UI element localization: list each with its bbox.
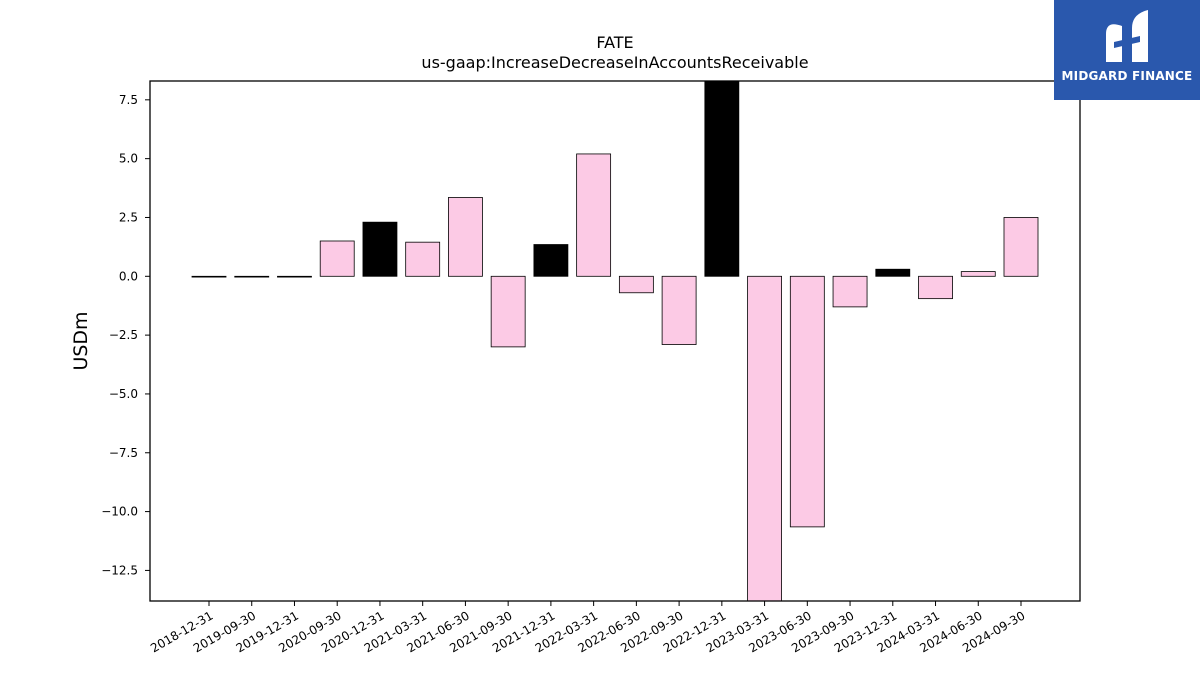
bar-2019-12-31 — [277, 275, 312, 278]
bars-group — [191, 80, 1039, 602]
y-tick-label: 0.0 — [119, 269, 138, 283]
y-tick-label: −12.5 — [101, 563, 138, 577]
y-tick-label: −10.0 — [101, 505, 138, 519]
bar-2021-09-30 — [490, 275, 526, 348]
y-tick-label: −2.5 — [109, 328, 138, 342]
x-axis: 2018-12-312019-09-302019-12-312020-09-30… — [148, 601, 1028, 655]
bar-2023-09-30 — [832, 275, 868, 308]
plot-frame — [149, 80, 1081, 602]
y-tick-label: −7.5 — [109, 446, 138, 460]
y-tick-label: 5.0 — [119, 152, 138, 166]
bar-2022-06-30 — [618, 275, 654, 294]
bar-2023-06-30 — [789, 275, 825, 528]
bar-2019-09-30 — [234, 275, 270, 278]
bar-2023-12-31 — [875, 268, 911, 277]
y-tick-label: −5.0 — [109, 387, 138, 401]
bar-2022-03-31 — [576, 153, 612, 277]
bar-2021-03-31 — [405, 241, 441, 277]
brand-name: MIDGARD FINANCE — [1061, 69, 1193, 83]
bar-2023-03-31 — [747, 275, 782, 602]
bar-2024-03-31 — [918, 275, 953, 300]
y-tick-label: 7.5 — [119, 93, 138, 107]
bar-2021-12-31 — [533, 244, 569, 277]
bar-2018-12-31 — [191, 275, 227, 278]
bar-2020-12-31 — [362, 221, 398, 277]
bar-2020-09-30 — [319, 240, 355, 277]
y-axis: −12.5 −10.0 −7.5 −5.0 −2.5 0.0 2.5 5.0 7.5 — [101, 93, 150, 577]
chart-subtitle: us-gaap:IncreaseDecreaseInAccountsReceiv… — [421, 53, 808, 72]
bar-2022-12-31 — [704, 80, 740, 277]
y-tick-label: 2.5 — [119, 210, 138, 224]
logo-mark-icon — [1106, 10, 1148, 62]
y-axis-label: USDm — [70, 311, 92, 370]
bar-2021-06-30 — [448, 197, 483, 277]
chart-title: FATE — [596, 33, 633, 52]
brand-logo: MIDGARD FINANCE — [1054, 0, 1200, 100]
bar-2024-06-30 — [960, 271, 996, 277]
bar-2022-09-30 — [661, 275, 697, 345]
bar-2024-09-30 — [1003, 217, 1039, 277]
